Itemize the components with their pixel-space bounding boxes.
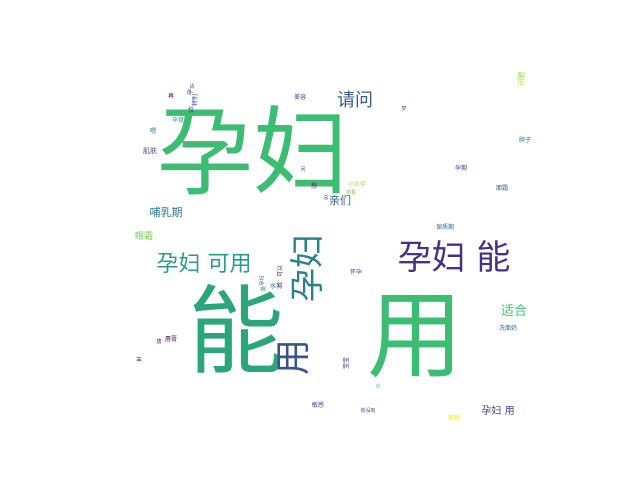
word-40: 可以 (276, 264, 284, 278)
word-25: 小伙伴 (347, 181, 366, 188)
word-39: 孕育 (171, 117, 184, 124)
word-1: 能 (188, 276, 284, 388)
word-41: 宝宝 (342, 356, 350, 370)
word-6: 用 (272, 338, 314, 376)
word-5: 孕妇 (288, 234, 328, 302)
word-21: 脖子 (518, 137, 531, 144)
word-43: 问题 (517, 71, 526, 85)
word-3: 孕妇 能 (397, 238, 511, 278)
word-2: 用 (367, 280, 463, 392)
word-36: 唐 (156, 338, 162, 345)
word-18: 有没有 (360, 407, 376, 414)
word-16: 保质期 (435, 224, 454, 231)
word-30: 仅 (187, 107, 194, 114)
word-13: 肌肤 (143, 146, 157, 155)
word-33: 美容 (293, 94, 306, 101)
word-23: 孕期 (454, 165, 467, 172)
word-15: 怀孕 (349, 269, 362, 276)
word-24: 唇膏 (164, 336, 177, 343)
word-29: 少 (375, 383, 381, 390)
word-0: 孕妇 (157, 97, 349, 209)
word-7: 请问 (337, 90, 373, 111)
word-14: 水乳 (269, 283, 282, 290)
word-27: 总 (323, 194, 329, 201)
word-8: 哺乳期 (149, 205, 183, 219)
word-19: 面膜 (447, 415, 460, 422)
word-26: 想 (310, 183, 317, 190)
word-44: 奈香 (345, 189, 356, 196)
word-9: 适合 (500, 303, 527, 319)
word-4: 孕妇 可用 (156, 252, 252, 277)
word-38: 梦 (401, 105, 407, 112)
word-20: 洗面奶 (498, 325, 517, 332)
word-47: 能 (261, 285, 268, 291)
word-45: 试 (277, 282, 283, 289)
word-31: 再 (167, 93, 174, 100)
word-42: 特别 (191, 93, 199, 107)
word-35: 丰 (135, 357, 142, 364)
word-22: 面霜 (495, 185, 508, 192)
word-32: 喂 (149, 128, 156, 135)
word-37: 请 (189, 83, 195, 90)
word-46: 孕妇 (259, 274, 266, 286)
word-12: 眼霜 (134, 231, 153, 242)
word-17: 敏感 (311, 402, 324, 409)
word-11: 孕妇 用 (481, 406, 515, 417)
word-28: 问 (300, 166, 306, 173)
word-10: 亲们 (329, 193, 351, 207)
